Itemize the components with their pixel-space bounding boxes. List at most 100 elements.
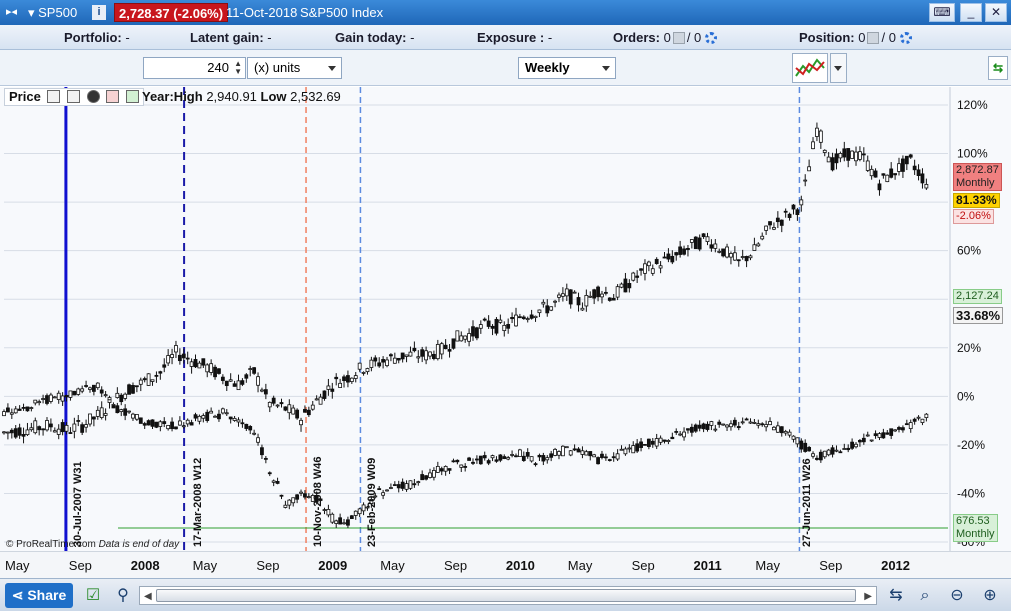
candle-body bbox=[502, 324, 507, 332]
candle-body bbox=[252, 367, 257, 374]
price-chart[interactable]: 120%100%80%60%40%20%0%-20%-40%-60% Price… bbox=[0, 87, 1011, 578]
candle-body bbox=[822, 450, 827, 458]
candle-body bbox=[885, 174, 890, 183]
candle-body bbox=[295, 494, 300, 500]
y-tick-label: -40% bbox=[957, 486, 985, 500]
candle-body bbox=[850, 441, 855, 449]
candle-body bbox=[846, 148, 851, 161]
symbol-dropdown[interactable]: ▾ SP500 bbox=[28, 5, 78, 20]
candle-body bbox=[131, 385, 135, 394]
chart-canvas[interactable]: 120%100%80%60%40%20%0%-20%-40%-60% bbox=[0, 87, 1011, 551]
candle-body bbox=[177, 420, 182, 426]
window-menu-icon[interactable]: ▸◂ bbox=[6, 6, 18, 18]
candle-body bbox=[705, 236, 710, 242]
x-tick-label: Sep bbox=[631, 558, 655, 573]
candle-body bbox=[127, 384, 131, 395]
candle-body bbox=[619, 448, 624, 451]
zoom-in-icon[interactable]: ⊕ bbox=[983, 587, 997, 604]
candle-body bbox=[514, 314, 518, 327]
candle-body bbox=[521, 316, 526, 320]
year-high-low: Year:High 2,940.91 Low 2,532.69 bbox=[142, 89, 341, 104]
drawing-tools-icon[interactable]: ⚲ bbox=[117, 587, 129, 604]
candle-body bbox=[424, 475, 429, 480]
candle-body bbox=[119, 394, 124, 403]
wrench-icon[interactable] bbox=[47, 90, 61, 103]
candle-body bbox=[142, 378, 147, 381]
candle-body bbox=[818, 451, 823, 461]
candle-body bbox=[232, 417, 237, 421]
candle-body bbox=[748, 255, 753, 259]
candle-body bbox=[162, 364, 167, 368]
candle-body bbox=[631, 272, 636, 281]
keyboard-icon[interactable]: ⌨ bbox=[929, 3, 955, 22]
candle-body bbox=[893, 173, 897, 176]
scroll-right-icon[interactable]: ▶ bbox=[864, 591, 872, 602]
side-panel-toggle-icon[interactable]: ⇆ bbox=[988, 56, 1008, 80]
chart-scrollbar[interactable]: ◀ ▶ bbox=[139, 586, 877, 605]
candle-body bbox=[596, 457, 600, 465]
zoom-out-icon[interactable]: ⊖ bbox=[950, 587, 964, 604]
move-up-icon[interactable] bbox=[125, 90, 139, 103]
candle-body bbox=[209, 410, 214, 414]
candle-body bbox=[580, 450, 585, 455]
candle-body bbox=[228, 379, 233, 382]
candle-body bbox=[334, 520, 339, 524]
indicators-dropdown[interactable] bbox=[830, 53, 847, 83]
price-panel-header: Price bbox=[4, 88, 144, 106]
close-panel-icon[interactable] bbox=[86, 90, 100, 103]
indicators-button[interactable] bbox=[792, 53, 828, 83]
quote-date: 11-Oct-2018 bbox=[226, 5, 298, 20]
close-icon[interactable]: ✕ bbox=[985, 3, 1007, 22]
zoom-range-icon[interactable]: ⇆ bbox=[889, 587, 903, 604]
position-close-icon[interactable] bbox=[867, 32, 880, 44]
candle-body bbox=[334, 376, 339, 380]
candle-body bbox=[244, 374, 249, 379]
info-icon[interactable]: i bbox=[92, 5, 106, 20]
candle-body bbox=[564, 288, 569, 297]
candle-body bbox=[72, 423, 77, 432]
window-icon[interactable] bbox=[67, 90, 81, 103]
x-tick-label: 2011 bbox=[693, 558, 722, 573]
scroll-thumb[interactable] bbox=[156, 589, 856, 602]
candle-body bbox=[631, 445, 636, 454]
candle-body bbox=[119, 409, 124, 413]
candle-body bbox=[295, 409, 300, 419]
candle-body bbox=[455, 330, 460, 342]
checklist-icon[interactable]: ☑ bbox=[85, 587, 101, 604]
candle-body bbox=[318, 498, 323, 501]
units-value: (x) units bbox=[254, 60, 301, 75]
candle-body bbox=[142, 423, 147, 426]
vline-label: 30-Jul-2007 W31 bbox=[72, 461, 84, 547]
spin-arrows-icon[interactable]: ▲ ▼ bbox=[234, 59, 242, 76]
x-tick-label: May bbox=[380, 558, 405, 573]
candle-body bbox=[103, 413, 108, 416]
candle-body bbox=[205, 364, 210, 373]
candle-body bbox=[830, 447, 835, 455]
candle-body bbox=[326, 509, 331, 516]
candle-body bbox=[901, 158, 905, 172]
position-gear-icon[interactable] bbox=[899, 32, 912, 44]
candle-body bbox=[772, 227, 776, 230]
candle-body bbox=[346, 375, 350, 383]
candle-body bbox=[830, 157, 835, 171]
candle-body bbox=[2, 431, 6, 434]
candle-body bbox=[861, 153, 866, 156]
scroll-left-icon[interactable]: ◀ bbox=[144, 591, 152, 602]
move-down-icon[interactable] bbox=[106, 90, 120, 103]
orders-cancel-icon[interactable] bbox=[672, 32, 685, 44]
auto-zoom-icon[interactable]: ⌕ bbox=[920, 587, 930, 604]
candle-body bbox=[404, 354, 409, 357]
quantity-stepper[interactable]: 240 ▲ ▼ bbox=[143, 57, 246, 79]
minimize-icon[interactable]: _ bbox=[960, 3, 982, 22]
x-tick-label: Sep bbox=[819, 558, 843, 573]
candle-body bbox=[447, 349, 452, 352]
candle-body bbox=[869, 439, 874, 442]
timeframe-dropdown[interactable]: Weekly bbox=[518, 57, 616, 79]
candle-body bbox=[557, 451, 561, 456]
candle-body bbox=[600, 293, 604, 298]
candle-body bbox=[64, 395, 69, 398]
units-dropdown[interactable]: (x) units bbox=[247, 57, 342, 79]
candle-body bbox=[615, 286, 620, 298]
orders-gear-icon[interactable] bbox=[704, 32, 717, 44]
share-button[interactable]: ⋖ Share bbox=[5, 583, 73, 608]
